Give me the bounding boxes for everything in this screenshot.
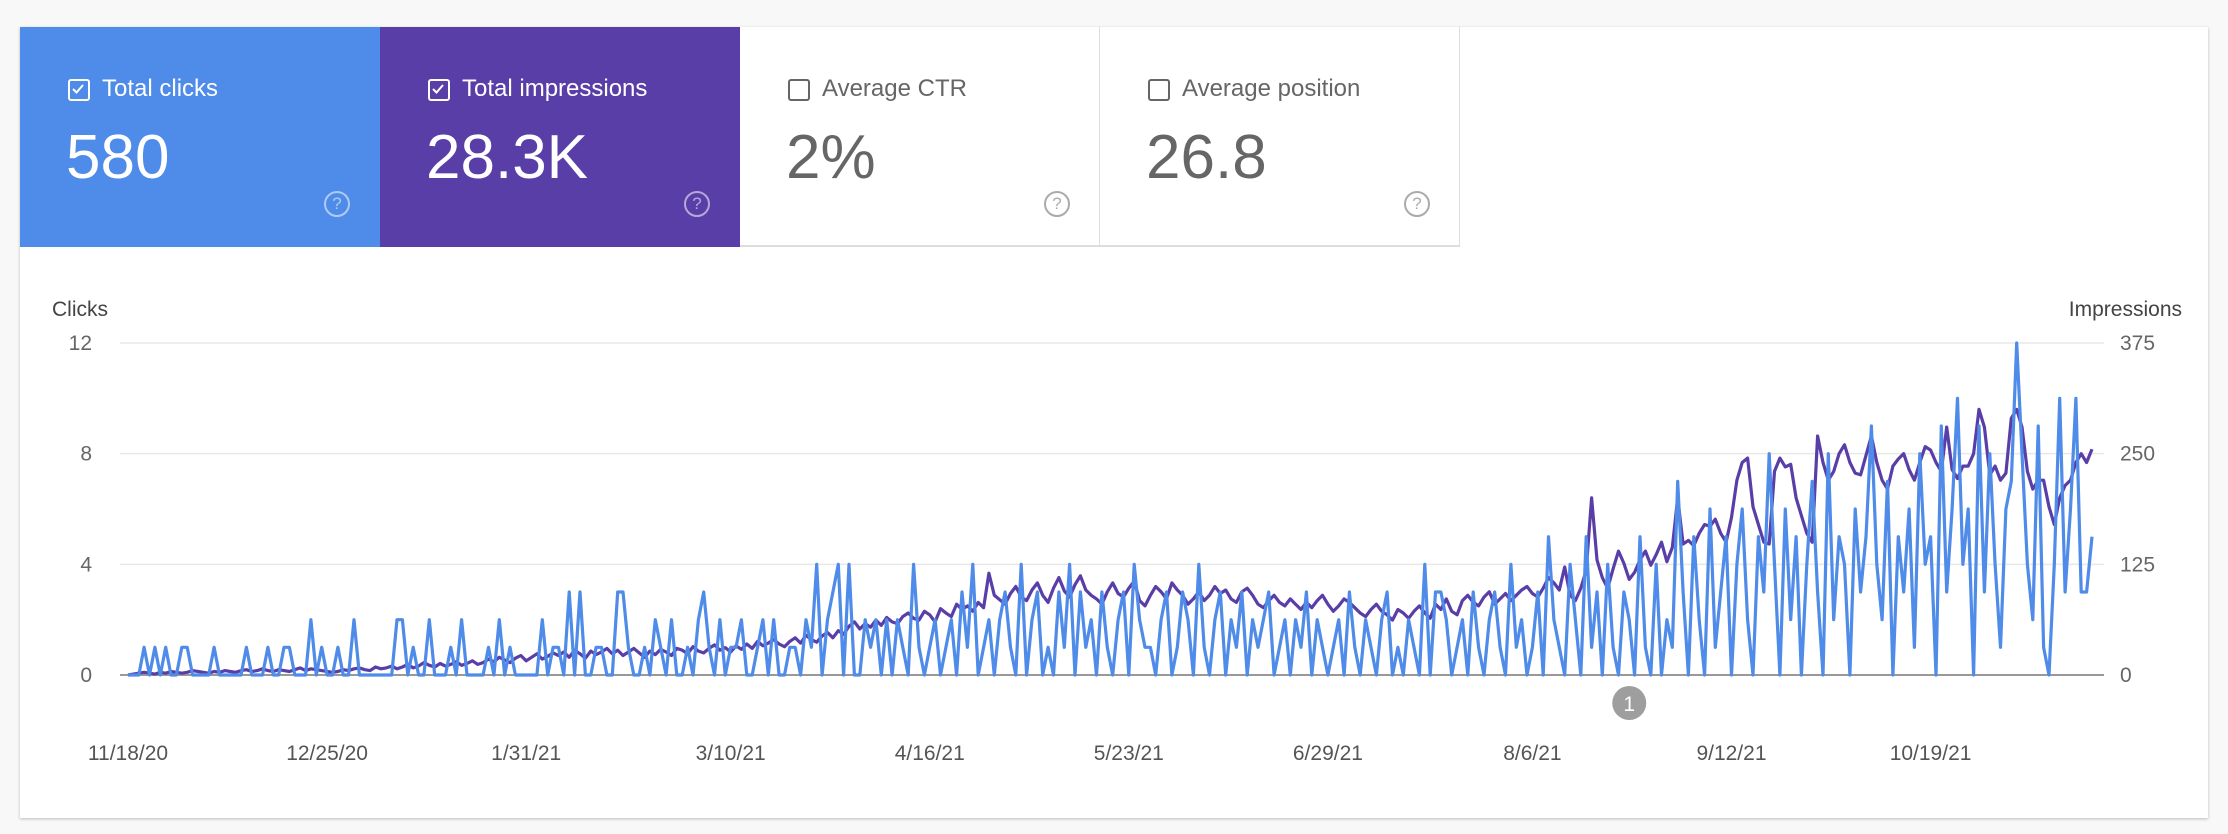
- x-tick-label: 12/25/20: [286, 742, 368, 765]
- left-tick-label: 4: [80, 553, 92, 576]
- x-tick-label: 8/6/21: [1503, 742, 1561, 765]
- right-tick-label: 125: [2120, 553, 2155, 576]
- x-tick-label: 9/12/21: [1696, 742, 1766, 765]
- x-tick-label: 6/29/21: [1293, 742, 1363, 765]
- right-axis-label: Impressions: [2069, 298, 2182, 321]
- x-tick-label: 4/16/21: [895, 742, 965, 765]
- x-tick-label: 11/18/20: [88, 742, 168, 765]
- metric-card-average-position[interactable]: Average position 26.8 ?: [1100, 27, 1460, 247]
- metric-value: 2%: [786, 123, 876, 192]
- right-tick-label: 250: [2120, 443, 2155, 466]
- checkbox-checked-icon[interactable]: [428, 79, 450, 101]
- right-tick-label: 375: [2120, 332, 2155, 355]
- x-tick-label: 3/10/21: [696, 742, 766, 765]
- metric-card-total-impressions[interactable]: Total impressions 28.3K ?: [380, 27, 740, 247]
- help-icon[interactable]: ?: [324, 191, 350, 217]
- annotation-marker: [1612, 686, 1647, 720]
- right-tick-label: 0: [2120, 664, 2132, 687]
- left-tick-label: 0: [80, 664, 92, 687]
- metric-label: Average CTR: [822, 75, 967, 102]
- annotation-label: 1: [1623, 693, 1635, 716]
- metric-card-average-ctr[interactable]: Average CTR 2% ?: [740, 27, 1100, 247]
- left-axis-label: Clicks: [52, 298, 108, 321]
- x-tick-label: 10/19/21: [1890, 742, 1972, 765]
- metric-value: 26.8: [1146, 123, 1267, 192]
- metric-value: 28.3K: [426, 123, 589, 192]
- left-tick-label: 8: [80, 443, 92, 466]
- checkbox-unchecked-icon[interactable]: [788, 79, 810, 101]
- checkbox-checked-icon[interactable]: [68, 79, 90, 101]
- checkbox-unchecked-icon[interactable]: [1148, 79, 1170, 101]
- help-icon[interactable]: ?: [1044, 191, 1070, 217]
- clicks-line: [128, 341, 2094, 677]
- metric-card-total-clicks[interactable]: Total clicks 580 ?: [20, 27, 380, 247]
- x-tick-label: 1/31/21: [491, 742, 561, 765]
- x-tick-label: 5/23/21: [1094, 742, 1164, 765]
- left-tick-label: 12: [69, 332, 92, 355]
- metric-label: Average position: [1182, 75, 1361, 102]
- metric-label: Total impressions: [462, 75, 648, 102]
- metric-value: 580: [66, 123, 170, 192]
- performance-panel: Total clicks 580 ? Total impressions 28.…: [20, 27, 2208, 818]
- metric-label: Total clicks: [102, 75, 219, 102]
- help-icon[interactable]: ?: [684, 191, 710, 217]
- help-icon[interactable]: ?: [1404, 191, 1430, 217]
